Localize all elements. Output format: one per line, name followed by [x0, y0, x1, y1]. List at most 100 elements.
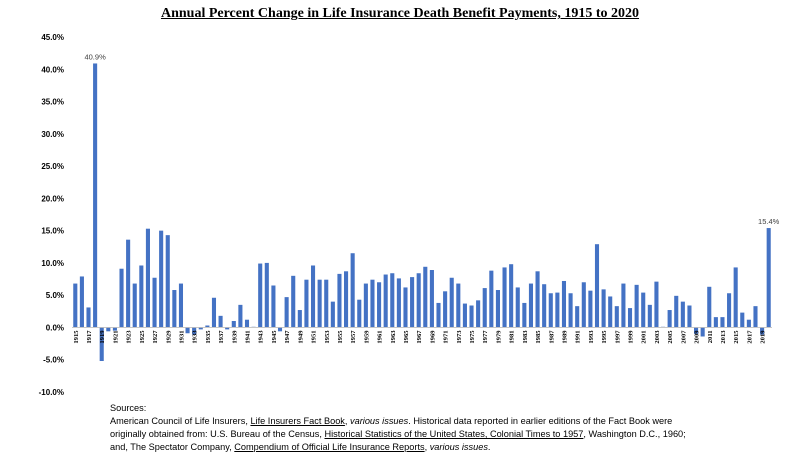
bar-1926	[145, 228, 150, 328]
bar-2014	[727, 293, 732, 328]
sources-heading: Sources:	[110, 403, 147, 413]
bar-1937	[218, 315, 223, 328]
x-tick-label: 1975	[469, 330, 476, 344]
bar-2013	[720, 317, 725, 328]
bar-1948	[291, 275, 296, 328]
x-tick-label: 2005	[667, 330, 674, 344]
bar-1940	[238, 304, 243, 328]
bar-1990	[568, 293, 573, 328]
bar-2020	[766, 228, 771, 328]
y-tick-label: 45.0%	[41, 33, 64, 42]
bar-1941	[244, 319, 250, 328]
y-tick-label: 0.0%	[46, 323, 64, 332]
sources-text: .	[487, 442, 491, 452]
x-tick-label: 2019	[760, 330, 767, 344]
source-title-historical-statistics: Historical Statistics of the United Stat…	[324, 429, 584, 439]
x-axis: 1915 1917 1919 1921 1923 1925 1927 1929 1931 1933…	[72, 327, 772, 344]
x-tick-label: 1953	[324, 330, 331, 344]
bar-1960	[370, 279, 375, 328]
x-tick-label: 1983	[522, 330, 529, 344]
bar-1918	[93, 63, 98, 328]
bars	[73, 63, 771, 362]
x-tick-label: 1981	[509, 330, 516, 343]
bar-1969	[429, 270, 434, 328]
bar-1974	[462, 303, 467, 328]
bar-1979	[495, 290, 500, 328]
x-tick-label: 1927	[152, 330, 159, 344]
x-tick-label: 1947	[284, 330, 291, 344]
bar-1994	[594, 244, 600, 328]
y-tick-label: 15.0%	[41, 227, 64, 236]
bar-chart: -10.0% -5.0% 0.0% 5.0% 10.0% 15.0% 20.0% 25.0% 3…	[39, 33, 780, 397]
sources-text: . Historical data reported in earlier ed…	[408, 416, 673, 426]
bar-2012	[713, 317, 718, 328]
bar-1955	[337, 273, 342, 328]
bar-1993	[588, 290, 593, 328]
bar-1992	[581, 282, 586, 328]
bar-1999	[627, 308, 633, 328]
bar-1986	[542, 284, 547, 328]
bar-1987	[548, 293, 553, 328]
data-label: 15.4%	[758, 217, 780, 226]
bar-1981	[509, 264, 514, 328]
sources-text: ,	[424, 442, 430, 452]
x-tick-label: 1939	[231, 330, 238, 344]
x-tick-label: 1955	[337, 330, 344, 344]
bar-1958	[357, 299, 362, 328]
source-title-compendium: Compendium of Official Life Insurance Re…	[234, 442, 425, 452]
bar-2017	[746, 319, 751, 328]
bar-1982	[515, 287, 520, 328]
x-tick-label: 1951	[311, 330, 318, 343]
bar-1920	[106, 327, 111, 332]
bar-1922	[119, 268, 124, 328]
x-tick-label: 1963	[390, 330, 397, 344]
x-tick-label: 2001	[641, 330, 648, 343]
x-tick-label: 1937	[218, 330, 225, 344]
bar-2015	[733, 267, 738, 328]
y-tick-label: 40.0%	[41, 65, 64, 74]
bar-1917	[86, 307, 91, 328]
y-tick-label: -5.0%	[43, 356, 64, 365]
x-tick-label: 1995	[601, 330, 608, 344]
bar-2011	[707, 286, 712, 328]
bar-1963	[390, 273, 395, 328]
bar-1935	[205, 325, 210, 328]
bar-2006	[674, 295, 679, 328]
bar-1962	[383, 274, 388, 328]
bar-1980	[502, 267, 507, 328]
x-tick-label: 1933	[192, 330, 199, 344]
bar-1984	[528, 283, 534, 328]
bar-2008	[687, 305, 692, 328]
bar-1991	[575, 306, 580, 328]
bar-2000	[634, 284, 639, 328]
bar-1995	[601, 289, 606, 328]
data-labels: 40.9% 15.4%	[84, 52, 779, 226]
bar-1927	[152, 277, 157, 328]
x-tick-label: 1915	[73, 330, 80, 344]
bar-2019	[760, 327, 765, 335]
x-tick-label: 1959	[363, 330, 370, 344]
bar-1957	[350, 253, 355, 328]
bar-1971	[443, 291, 448, 328]
bar-1954	[330, 301, 335, 328]
bar-1952	[317, 279, 322, 328]
x-tick-label: 1949	[297, 330, 304, 344]
bar-1951	[310, 265, 316, 328]
bar-2018	[753, 306, 758, 328]
bar-1956	[344, 271, 349, 328]
sources-text: and, The Spectator Company,	[110, 442, 235, 452]
bar-1939	[231, 321, 236, 328]
bar-1968	[423, 266, 428, 328]
bar-1928	[159, 230, 164, 328]
bar-1915	[73, 283, 78, 328]
x-tick-label: 1935	[205, 330, 212, 344]
bar-1988	[555, 292, 560, 328]
x-tick-label: 1957	[350, 330, 357, 344]
x-tick-label: 2007	[680, 330, 687, 344]
y-tick-label: 25.0%	[41, 162, 64, 171]
x-tick-label: 2017	[746, 330, 753, 344]
x-tick-label: 1925	[139, 330, 146, 344]
sources-text: ,	[344, 416, 351, 426]
bar-2003	[654, 281, 659, 328]
x-tick-label: 1987	[548, 330, 555, 344]
